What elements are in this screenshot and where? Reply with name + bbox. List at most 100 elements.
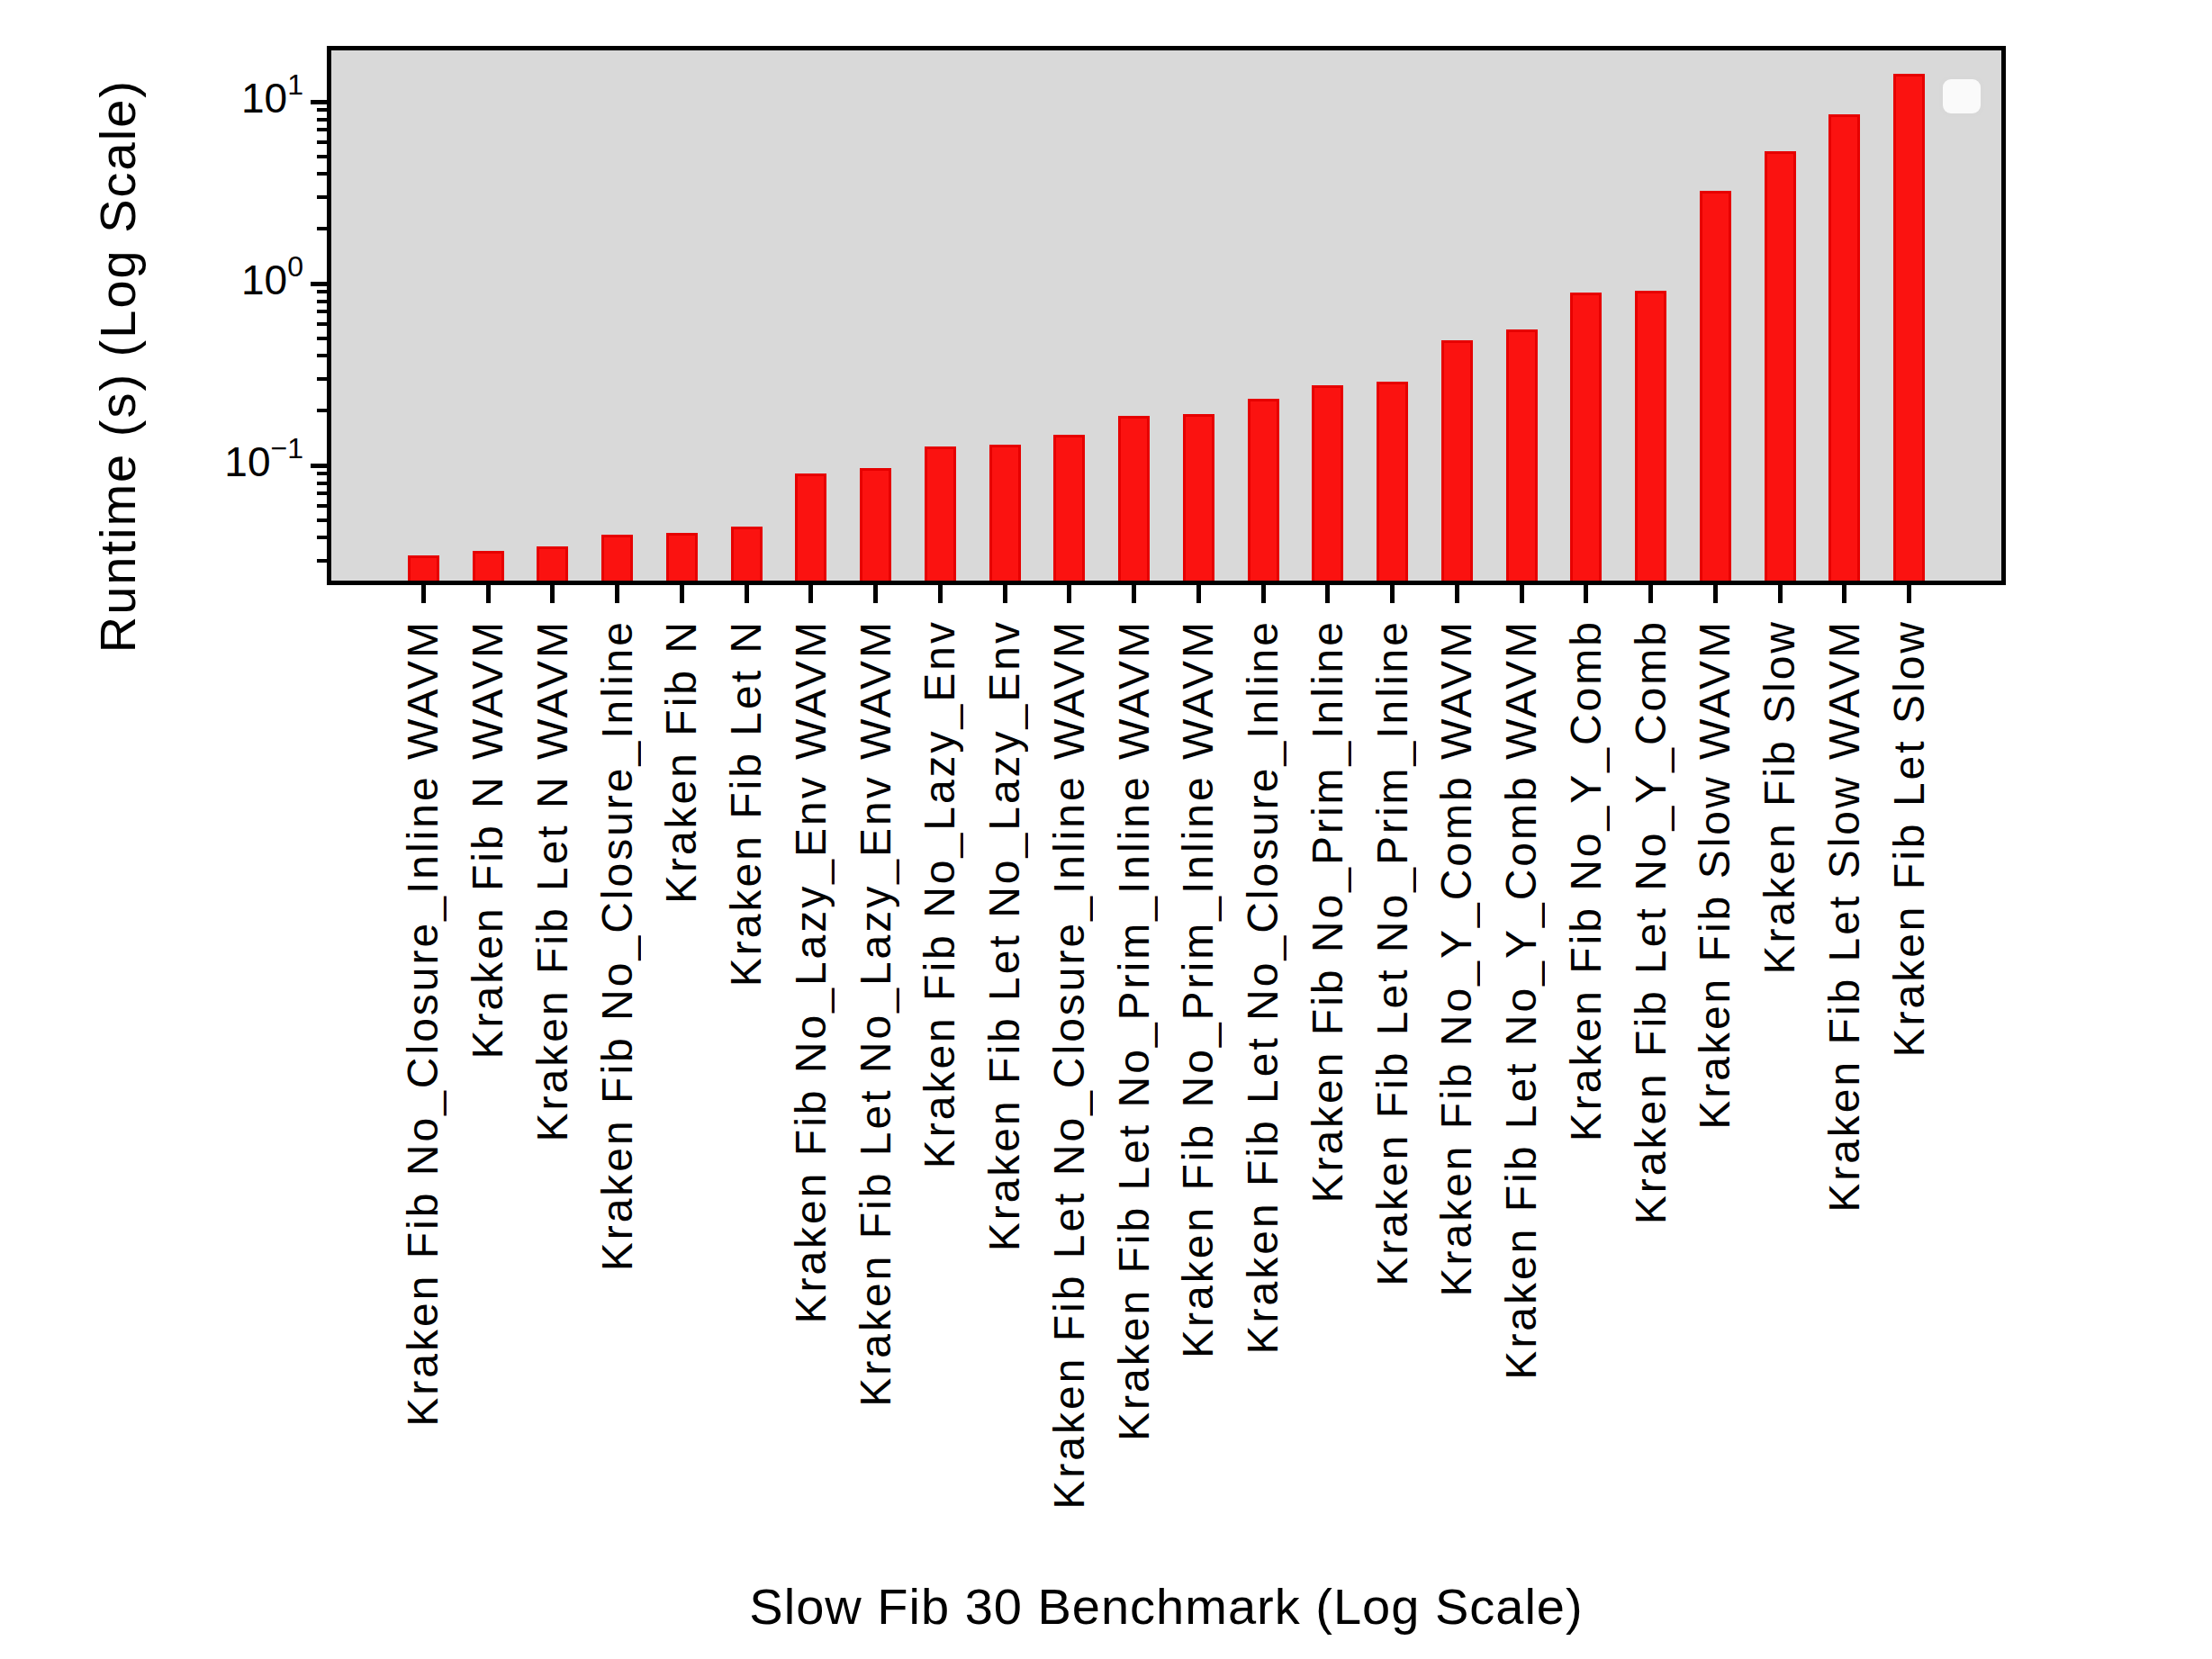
x-tick-label: Kraken Fib Let No_Y_Comb WAVM bbox=[1500, 619, 1543, 1380]
x-tick-label: Kraken Fib Let N bbox=[725, 619, 768, 987]
x-tick bbox=[1648, 585, 1653, 603]
bar bbox=[1700, 191, 1731, 581]
x-tick bbox=[1842, 585, 1846, 603]
x-tick-label: Kraken Fib No_Prim_Inline WAVM bbox=[1177, 619, 1220, 1358]
x-tick bbox=[421, 585, 426, 603]
bar bbox=[925, 446, 956, 581]
y-tick-label: 101 bbox=[159, 75, 303, 122]
y-minor-tick bbox=[317, 354, 327, 357]
y-minor-tick bbox=[317, 227, 327, 230]
y-minor-tick bbox=[317, 108, 327, 112]
x-tick bbox=[1261, 585, 1266, 603]
x-tick bbox=[1325, 585, 1330, 603]
y-minor-tick bbox=[317, 290, 327, 293]
figure: 101 100 10−1 Kraken Fib No_Closure_Inline … bbox=[0, 0, 2212, 1659]
bar bbox=[1053, 435, 1085, 581]
y-minor-tick bbox=[317, 491, 327, 495]
bar bbox=[1765, 151, 1796, 581]
x-tick bbox=[1390, 585, 1395, 603]
x-tick bbox=[1520, 585, 1524, 603]
x-tick-label: Kraken Fib No_Y_Comb WAVM bbox=[1435, 619, 1478, 1297]
bar bbox=[1441, 340, 1473, 581]
x-tick-label: Kraken Fib Slow WAVM bbox=[1693, 619, 1737, 1130]
y-tick bbox=[311, 464, 327, 468]
x-tick-label: Kraken Fib Slow bbox=[1758, 619, 1801, 974]
y-minor-tick bbox=[317, 504, 327, 508]
bar bbox=[473, 551, 504, 581]
bar bbox=[1570, 293, 1602, 581]
x-tick-label: Kraken Fib No_Lazy_Env bbox=[918, 619, 962, 1168]
y-minor-tick bbox=[317, 172, 327, 176]
y-tick-label: 10−1 bbox=[159, 438, 303, 485]
x-tick bbox=[486, 585, 491, 603]
x-tick bbox=[1132, 585, 1136, 603]
x-tick bbox=[1003, 585, 1007, 603]
bar bbox=[1828, 114, 1860, 581]
y-minor-tick bbox=[317, 118, 327, 122]
bar bbox=[537, 546, 568, 581]
y-tick bbox=[311, 282, 327, 286]
y-minor-tick bbox=[317, 559, 327, 563]
y-tick-label: 100 bbox=[159, 257, 303, 303]
y-minor-tick bbox=[317, 409, 327, 412]
y-minor-tick bbox=[317, 536, 327, 539]
x-tick-label: Kraken Fib Let Slow WAVM bbox=[1823, 619, 1866, 1213]
y-minor-tick bbox=[317, 337, 327, 340]
bar bbox=[1183, 414, 1214, 581]
x-tick-label: Kraken Fib No_Lazy_Env WAVM bbox=[790, 619, 833, 1324]
bar bbox=[1893, 74, 1925, 581]
y-minor-tick bbox=[317, 377, 327, 381]
y-minor-tick bbox=[317, 195, 327, 199]
x-tick-label: Kraken Fib N WAVM bbox=[466, 619, 510, 1059]
x-tick-label: Kraken Fib N bbox=[660, 619, 703, 904]
x-tick-label: Kraken Fib Let No_Closure_Inline WAVM bbox=[1048, 619, 1091, 1510]
bar bbox=[1118, 416, 1150, 581]
x-tick bbox=[1584, 585, 1588, 603]
x-tick bbox=[615, 585, 619, 603]
x-tick-label: Kraken Fib Let No_Prim_Inline bbox=[1371, 619, 1414, 1286]
x-axis-title: Slow Fib 30 Benchmark (Log Scale) bbox=[331, 1577, 2001, 1636]
x-tick-label: Kraken Fib No_Y_Comb bbox=[1565, 619, 1608, 1141]
y-axis-title: Runtime (s) (Log Scale) bbox=[88, 79, 147, 653]
x-tick bbox=[1713, 585, 1718, 603]
x-tick-label: Kraken Fib No_Closure_Inline WAVM bbox=[402, 619, 445, 1427]
bar bbox=[408, 555, 439, 581]
x-tick-label: Kraken Fib Let No_Lazy_Env WAVM bbox=[854, 619, 898, 1407]
x-tick-label: Kraken Fib Let No_Y_Comb bbox=[1630, 619, 1673, 1224]
bar bbox=[1377, 382, 1408, 581]
x-tick bbox=[745, 585, 749, 603]
bar bbox=[795, 473, 826, 581]
bar bbox=[1506, 329, 1538, 581]
y-minor-tick bbox=[317, 140, 327, 144]
y-minor-tick bbox=[317, 472, 327, 475]
plot-area bbox=[327, 46, 2006, 585]
bar bbox=[666, 533, 698, 581]
x-tick bbox=[938, 585, 943, 603]
bar bbox=[1312, 385, 1343, 581]
x-tick-label: Kraken Fib Let No_Closure_Inline bbox=[1241, 619, 1285, 1354]
x-tick-label: Kraken Fib Let N WAVM bbox=[531, 619, 574, 1141]
bar bbox=[601, 535, 633, 581]
y-minor-tick bbox=[317, 155, 327, 158]
x-tick bbox=[1907, 585, 1911, 603]
x-tick-label: Kraken Fib No_Prim_Inline bbox=[1306, 619, 1350, 1204]
y-minor-tick bbox=[317, 518, 327, 522]
x-tick-label: Kraken Fib Let No_Lazy_Env bbox=[983, 619, 1026, 1251]
y-minor-tick bbox=[317, 300, 327, 303]
bar bbox=[1248, 399, 1279, 581]
x-tick bbox=[680, 585, 684, 603]
bar bbox=[989, 445, 1021, 581]
x-tick bbox=[1778, 585, 1783, 603]
y-minor-tick bbox=[317, 310, 327, 313]
bar bbox=[860, 468, 891, 581]
legend-box bbox=[1939, 76, 1984, 117]
x-tick-label: Kraken Fib No_Closure_Inline bbox=[596, 619, 639, 1271]
x-tick-label: Kraken Fib Let No_Prim_Inline WAVM bbox=[1113, 619, 1156, 1441]
x-tick-label: Kraken Fib Let Slow bbox=[1888, 619, 1931, 1058]
y-minor-tick bbox=[317, 482, 327, 485]
x-tick bbox=[808, 585, 813, 603]
x-tick bbox=[873, 585, 878, 603]
x-tick bbox=[1196, 585, 1201, 603]
x-tick bbox=[1067, 585, 1071, 603]
x-tick bbox=[550, 585, 555, 603]
